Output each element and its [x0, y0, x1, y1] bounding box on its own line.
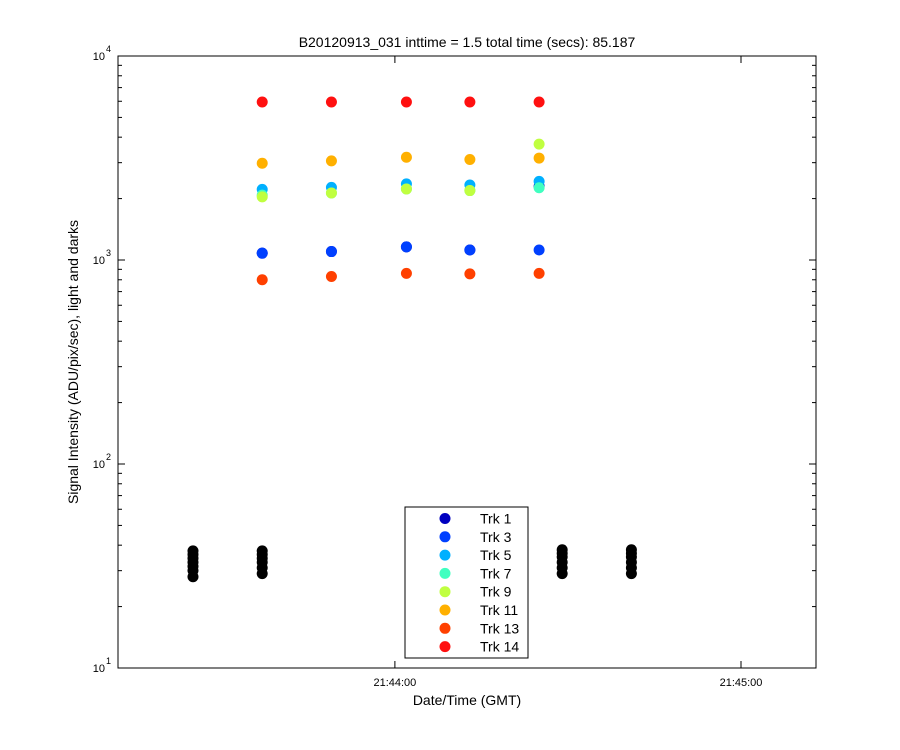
data-point — [533, 152, 545, 164]
y-tick-label: 10 — [93, 459, 105, 471]
data-point — [400, 183, 412, 195]
legend-entry: Trk 5 — [480, 547, 512, 563]
data-point — [256, 247, 268, 259]
data-point — [400, 267, 412, 279]
y-tick-exponent: 2 — [106, 452, 111, 462]
legend-entry: Trk 3 — [480, 529, 512, 545]
legend-box — [404, 506, 529, 659]
dark-point — [187, 545, 199, 557]
legend-entry: Trk 13 — [480, 620, 519, 636]
y-tick-label: 10 — [93, 663, 105, 675]
legend-marker — [439, 531, 451, 543]
data-point — [256, 274, 268, 286]
legend-marker — [439, 513, 451, 524]
y-tick-label: 10 — [93, 51, 105, 63]
data-point — [325, 271, 337, 283]
x-tick-label: 21:44:00 — [373, 677, 416, 689]
legend-entry: Trk 1 — [480, 511, 512, 527]
chart-title: B20120913_031 inttime = 1.5 total time (… — [299, 34, 636, 50]
data-point — [533, 267, 545, 279]
dark-point — [625, 544, 637, 556]
data-point — [325, 155, 337, 167]
x-axis-label: Date/Time (GMT) — [413, 692, 521, 708]
legend: Trk 1 Trk 3 Trk 5 Trk 7 Trk 9 Trk 11 Trk 13 Trk… — [404, 506, 529, 659]
data-point — [464, 268, 476, 280]
data-point — [464, 185, 476, 197]
data-point — [325, 246, 337, 258]
legend-marker — [439, 567, 451, 579]
y-axis-label: Signal Intensity (ADU/pix/sec), light an… — [65, 220, 81, 504]
data-point — [464, 244, 476, 256]
data-point — [400, 241, 412, 253]
legend-entry: Trk 9 — [480, 584, 512, 600]
data-points — [187, 96, 637, 583]
legend-marker — [439, 604, 451, 616]
data-point — [325, 187, 337, 199]
y-tick-exponent: 4 — [106, 44, 111, 54]
data-point — [533, 96, 545, 108]
legend-entry: Trk 7 — [480, 565, 512, 581]
legend-marker — [439, 549, 451, 561]
data-point — [533, 138, 545, 150]
data-point — [464, 153, 476, 165]
y-tick-label: 10 — [93, 255, 105, 267]
y-tick-exponent: 1 — [106, 656, 111, 666]
legend-marker — [439, 586, 451, 598]
legend-marker — [439, 622, 451, 634]
data-point — [256, 191, 268, 203]
x-tick-label: 21:45:00 — [720, 677, 763, 689]
data-point — [400, 151, 412, 163]
data-point — [325, 96, 337, 108]
dark-point — [556, 544, 568, 556]
dark-point — [256, 545, 268, 557]
data-point — [464, 96, 476, 108]
legend-entry: Trk 11 — [480, 602, 518, 618]
data-point — [400, 96, 412, 108]
legend-marker — [439, 641, 451, 653]
y-tick-exponent: 3 — [106, 248, 111, 258]
legend-entry: Trk 14 — [480, 639, 519, 655]
data-point — [256, 157, 268, 169]
data-point — [533, 244, 545, 256]
data-point — [533, 182, 545, 194]
data-point — [256, 96, 268, 108]
